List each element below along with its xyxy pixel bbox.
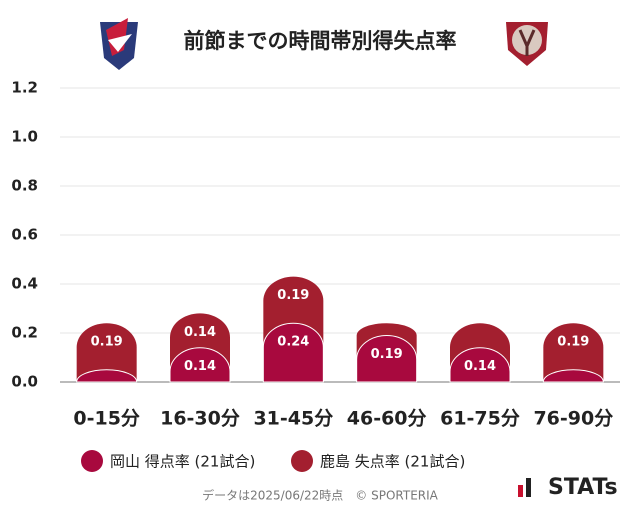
legend-label: 岡山 得点率 (21試合) [110,453,255,471]
footer-note: データは2025/06/22時点 © SPORTERIA [202,488,439,503]
x-tick-label: 46-60分 [347,408,427,430]
y-tick-label: 1.0 [11,128,38,146]
legend-swatch [81,450,103,472]
home-logo [100,18,138,70]
value-label: 0.19 [277,288,309,303]
y-tick-label: 1.2 [11,79,38,97]
value-label: 0.19 [557,335,589,350]
value-label: 0.19 [91,335,123,350]
chart-title: 前節までの時間帯別得失点率 [184,29,457,53]
legend-swatch [291,450,313,472]
y-tick-label: 0.4 [11,275,38,293]
bar-segment [542,369,604,383]
legend-label: 鹿島 失点率 (21試合) [320,453,465,471]
x-tick-label: 31-45分 [253,408,333,430]
bar-segment [356,335,418,383]
x-tick-label: 61-75分 [440,408,520,430]
bar-segment [76,369,138,383]
brand: STATs [548,475,618,500]
value-label: 0.24 [277,335,309,350]
bar-segment [449,347,511,383]
value-label: 0.19 [371,347,403,362]
bar-segment [169,347,231,383]
away-logo [506,22,548,66]
y-tick-label: 0.8 [11,177,38,195]
y-tick-label: 0.2 [11,324,38,342]
bar-segment [543,323,604,382]
x-tick-label: 16-30分 [160,408,240,430]
value-label: 0.14 [184,325,216,340]
legend: 岡山 得点率 (21試合) 鹿島 失点率 (21試合) [81,450,465,472]
y-tick-label: 0.6 [11,226,38,244]
value-label: 0.14 [184,359,216,374]
value-label: 0.14 [464,359,496,374]
bar-segment [262,322,324,383]
brand-logo [518,478,531,497]
y-tick-label: 0.0 [11,373,38,391]
x-tick-label: 0-15分 [73,408,140,430]
bar-segment [76,323,137,382]
x-tick-label: 76-90分 [533,408,613,430]
